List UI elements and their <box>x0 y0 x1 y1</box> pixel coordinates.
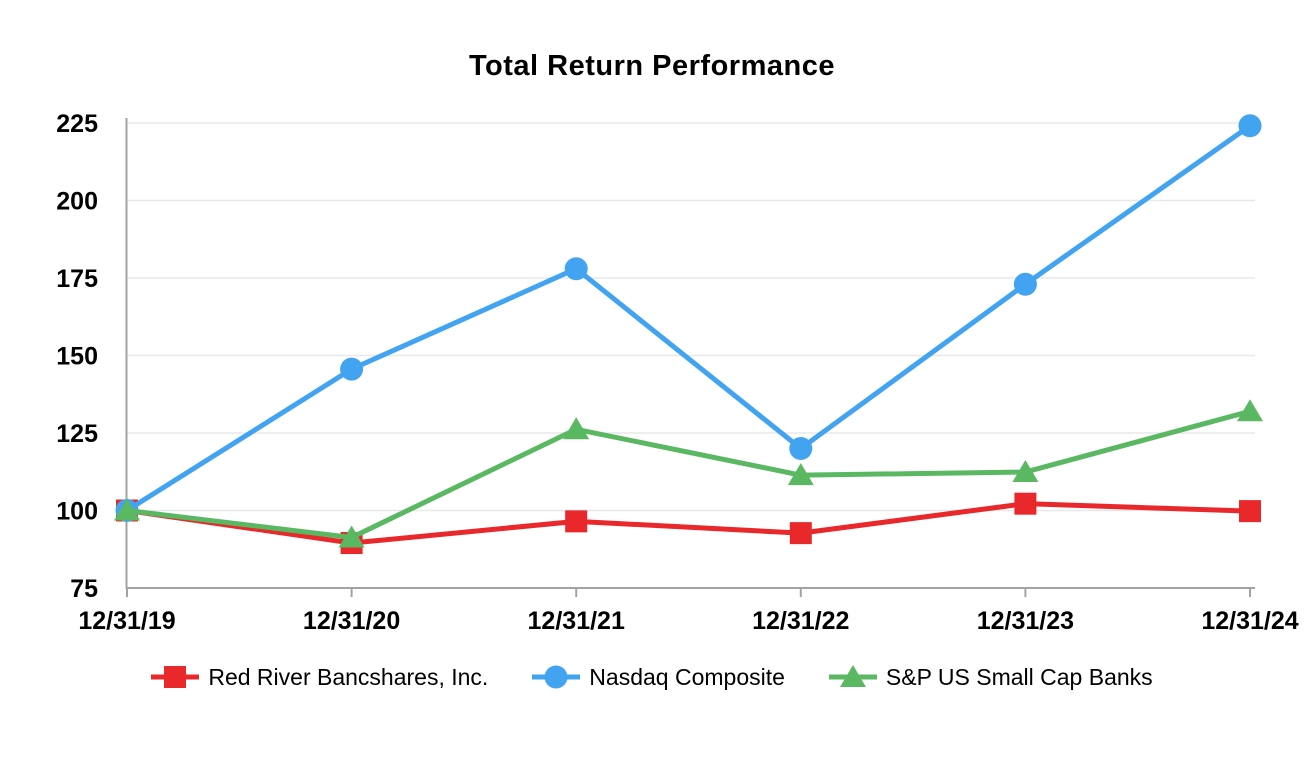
x-tick-label: 12/31/21 <box>528 607 625 635</box>
legend-label: Nasdaq Composite <box>589 663 785 690</box>
y-tick-label: 100 <box>56 498 98 526</box>
x-tick-label: 12/31/23 <box>977 607 1074 635</box>
data-point-s-p-us-small-cap-banks-12/31/20 <box>338 525 365 548</box>
legend-square-marker-icon <box>151 666 200 688</box>
y-tick-label: 225 <box>56 110 98 138</box>
series-line-red-river-bancshares-inc <box>124 501 1253 546</box>
data-point-nasdaq-composite-12/31/21 <box>564 257 588 281</box>
legend-label: Red River Bancshares, Inc. <box>208 663 489 690</box>
y-tick-label: 175 <box>56 265 98 293</box>
legend-item-nasdaq-composite: Nasdaq Composite <box>532 662 785 692</box>
x-tick-label: 12/31/19 <box>78 607 175 635</box>
data-point-red-river-bancshares-inc-12/31/23 <box>1014 492 1037 515</box>
data-point-s-p-us-small-cap-banks-12/31/23 <box>1012 460 1039 483</box>
y-tick-label: 125 <box>56 420 98 448</box>
series-line-nasdaq-composite <box>124 123 1253 513</box>
data-point-red-river-bancshares-inc-12/31/21 <box>565 510 588 533</box>
y-tick-label: 75 <box>70 575 98 603</box>
legend-marker-s-p-us-small-cap-banks <box>839 665 866 687</box>
legend-triangle-marker-icon <box>828 665 877 687</box>
series-line-s-p-us-small-cap-banks <box>124 408 1253 540</box>
data-point-s-p-us-small-cap-banks-12/31/21 <box>563 417 590 440</box>
x-tick-label: 12/31/22 <box>752 607 849 635</box>
legend-item-s-p-us-small-cap-banks: S&P US Small Cap Banks <box>828 662 1153 692</box>
data-point-s-p-us-small-cap-banks-12/31/24 <box>1237 399 1263 422</box>
series-red-river-bancshares-inc <box>116 492 1261 555</box>
data-point-nasdaq-composite-12/31/22 <box>789 437 813 460</box>
legend-label: S&P US Small Cap Banks <box>885 663 1153 690</box>
x-tick-label: 12/31/24 <box>1201 607 1298 635</box>
data-point-nasdaq-composite-12/31/23 <box>1013 272 1037 296</box>
chart-title: Total Return Performance <box>469 50 835 82</box>
series-nasdaq-composite <box>115 114 1262 522</box>
data-point-s-p-us-small-cap-banks-12/31/22 <box>787 463 814 486</box>
data-point-s-p-us-small-cap-banks-12/31/19 <box>114 498 140 521</box>
data-point-nasdaq-composite-12/31/24 <box>1238 114 1262 138</box>
legend-marker-red-river-bancshares-inc <box>164 666 187 688</box>
y-tick-label: 150 <box>56 343 98 371</box>
y-tick-label: 200 <box>56 188 98 216</box>
data-point-nasdaq-composite-12/31/20 <box>340 357 364 381</box>
legend-item-red-river-bancshares-inc: Red River Bancshares, Inc. <box>151 662 488 692</box>
series-s-p-us-small-cap-banks <box>114 399 1263 548</box>
x-tick-label: 12/31/20 <box>303 607 400 635</box>
data-point-red-river-bancshares-inc-12/31/22 <box>789 522 812 545</box>
legend-circle-marker-icon <box>532 665 581 689</box>
legend: Red River Bancshares, Inc. Nasdaq Composi… <box>0 662 1304 692</box>
legend-marker-nasdaq-composite <box>544 665 568 689</box>
data-point-red-river-bancshares-inc-12/31/24 <box>1239 500 1261 523</box>
